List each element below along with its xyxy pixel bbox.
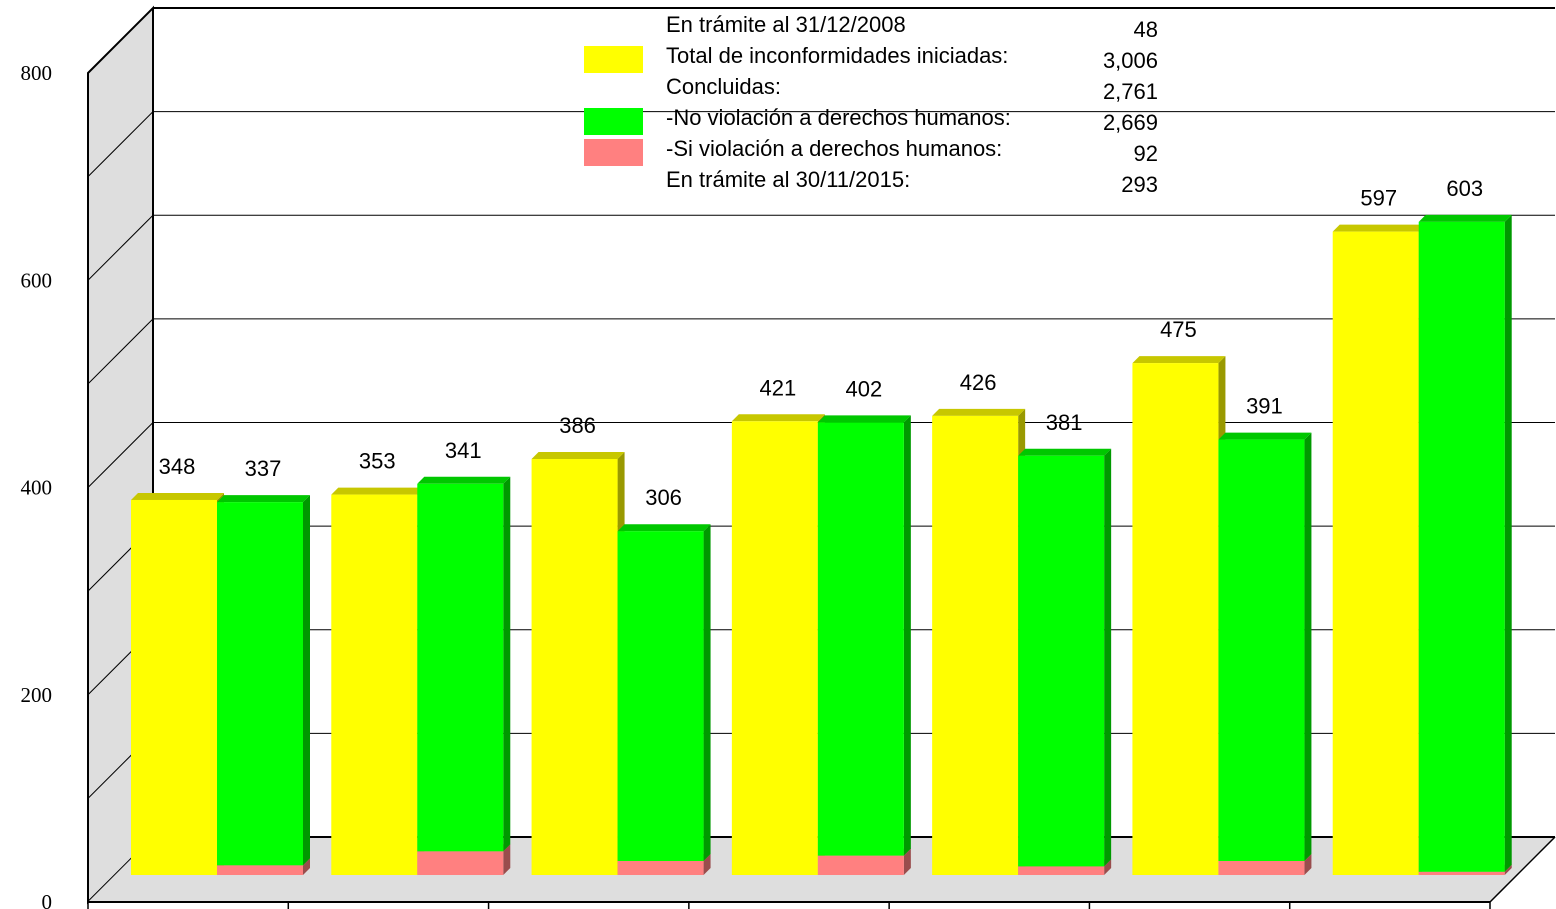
data-label: 421 [759,375,796,400]
y-tick-label: 0 [42,890,53,909]
legend-label: Concluidas: [666,74,781,99]
bar-total-top [531,452,625,460]
bar-si-violacion-side [903,848,911,875]
legend-label: En trámite al 30/11/2015: [666,167,910,192]
legend-label: En trámite al 31/12/2008 [666,12,906,37]
bar-si-violacion-side [1504,864,1512,875]
data-label: 337 [245,456,282,481]
data-labels: 348 337 353 341 386 306 421 402 426 381 475 391 597 6… [159,176,1483,510]
bar-total-top [1132,356,1226,364]
data-label: 341 [445,438,482,463]
bar-si-violacion [1218,860,1305,875]
bar-total [1132,363,1219,875]
legend: En trámite al 31/12/2008 48 Total de incon… [584,12,1158,197]
bar-no-violacion-side [1104,448,1112,867]
y-axis-tick-labels: 0 200 400 600 800 [21,61,53,909]
legend-label: Total de inconformidades iniciadas: [666,43,1008,68]
bar-si-violacion-side [303,858,310,875]
bar-total [331,494,418,875]
bar-si-violacion [1018,866,1105,875]
y-tick-label: 200 [21,683,53,707]
bar-si-violacion [1418,871,1505,875]
gridline-wall [87,422,154,488]
x-axis-ticks [87,902,1491,909]
legend-swatch [584,46,643,73]
bar-no-violacion-top [1218,432,1312,440]
bar-si-violacion [817,855,904,875]
bar-total-top [932,408,1026,416]
legend-label: -No violación a derechos humanos: [666,105,1011,130]
data-label: 386 [559,413,596,438]
bar-no-violacion-top [817,415,911,423]
data-label: 306 [645,485,682,510]
data-label: 402 [845,376,882,401]
bar-total-top [131,492,224,500]
bar-si-violacion [217,865,303,875]
bar-total [1332,231,1419,875]
data-label: 475 [1160,317,1197,342]
legend-value: 92 [1134,141,1158,166]
bar-no-violacion [417,483,504,852]
legend-value: 2,761 [1103,79,1158,104]
legend-swatch [584,139,643,166]
bar-total [731,421,818,875]
legend-value: 293 [1121,172,1158,197]
bar-si-violacion-side [1304,853,1312,875]
bar-no-violacion [1018,455,1105,867]
bar-no-violacion-side [303,495,310,866]
bar-total [932,415,1019,875]
y-tick-label: 800 [21,61,53,85]
bar-no-violacion-side [1504,214,1512,872]
bar-total-top [1332,224,1426,232]
bar-si-violacion [417,851,504,875]
gridline-wall [87,111,154,177]
bar-no-violacion [1418,221,1505,872]
floor-right-edge [1489,836,1556,903]
bar-no-violacion-top [417,476,511,484]
legend-value: 48 [1134,17,1158,42]
bar-si-violacion-side [503,844,511,875]
bar-no-violacion [817,422,904,856]
data-label: 391 [1246,394,1283,419]
gridline-wall [87,318,154,385]
bar-no-violacion [217,502,303,866]
bar-no-violacion-side [903,415,911,856]
data-label: 597 [1360,186,1397,211]
bar-total [131,499,217,875]
y-tick-label: 400 [21,476,53,500]
bar-si-violacion-side [1104,859,1112,875]
data-label: 381 [1046,410,1083,435]
bar-no-violacion-top [217,495,310,503]
gridline-wall [87,214,154,281]
bars [131,214,1512,875]
legend-value: 3,006 [1103,48,1158,73]
bar-si-violacion-side [703,853,711,875]
legend-swatch [584,108,643,135]
data-label: 353 [359,449,396,474]
bar-total [531,459,618,875]
bar-si-violacion [617,860,704,875]
data-label: 348 [159,454,196,479]
bar-no-violacion-top [1418,214,1512,222]
bar-no-violacion-side [503,476,511,852]
bar-no-violacion [617,531,704,861]
bar-total-top [331,487,425,495]
bar-no-violacion-top [617,524,711,532]
legend-value: 2,669 [1103,110,1158,135]
y-tick-label: 600 [21,268,53,292]
bar-total-top [731,414,825,422]
legend-label: -Si violación a derechos humanos: [666,136,1002,161]
bar-no-violacion [1218,439,1305,861]
bar-no-violacion-side [703,524,711,861]
data-label: 426 [960,370,997,395]
bar-no-violacion-top [1018,448,1112,456]
data-label: 603 [1446,176,1483,201]
bar-no-violacion-side [1304,432,1312,861]
